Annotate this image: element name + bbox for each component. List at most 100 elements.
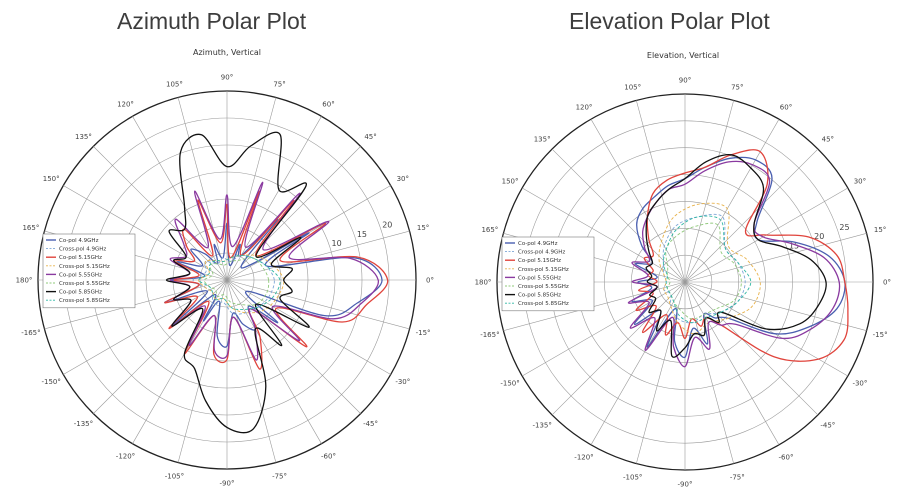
angle-tick-label: 75°: [731, 83, 743, 91]
legend-label: Cross-pol 5.15GHz: [518, 267, 569, 273]
grid-spoke: [226, 279, 322, 444]
grid-spoke: [522, 281, 686, 377]
grid-spoke: [226, 279, 410, 330]
grid-spoke: [684, 100, 734, 283]
legend-label: Co-pol 4.9GHz: [59, 238, 99, 244]
legend-label: Cross-pol 5.55GHz: [59, 281, 110, 287]
grid-spoke: [684, 233, 867, 283]
radial-tick-label: 20: [814, 232, 824, 241]
legend-label: Co-pol 5.55GHz: [59, 272, 102, 278]
grid-spoke: [522, 187, 686, 283]
legend-label: Co-pol 5.15GHz: [59, 255, 102, 261]
grid-spoke: [551, 281, 686, 416]
angle-tick-label: -75°: [272, 473, 287, 481]
angle-tick-label: 180°: [475, 279, 492, 287]
radial-tick-label: 15: [789, 241, 799, 250]
chart-legend: Co-pol 4.9GHz Cross-pol 4.9GHz Co-pol 5.15…: [42, 233, 136, 309]
azimuth-chart-title: Azimuth, Vertical: [193, 48, 261, 57]
angle-tick-label: -135°: [74, 420, 93, 428]
angle-tick-label: 45°: [822, 136, 834, 144]
angle-tick-label: 30°: [397, 175, 409, 183]
chart-legend: Co-pol 4.9GHz Cross-pol 4.9GHz Co-pol 5.15…: [501, 236, 595, 312]
angle-tick-label: 150°: [502, 178, 519, 186]
series-line: [627, 160, 841, 368]
angle-tick-label: 45°: [364, 133, 376, 141]
legend-box: [42, 233, 136, 309]
angle-tick-label: 30°: [854, 178, 866, 186]
series-line: [635, 149, 849, 362]
legend-label: Co-pol 5.15GHz: [518, 258, 561, 264]
grid-spoke: [177, 97, 228, 281]
radial-tick-label: 20: [382, 221, 392, 230]
angle-tick-label: 60°: [780, 104, 792, 112]
angle-tick-label: 165°: [481, 226, 498, 234]
angle-tick-label: -60°: [779, 453, 794, 461]
angle-tick-label: 135°: [75, 133, 92, 141]
angle-tick-label: 75°: [273, 80, 285, 88]
radial-tick-label: 25: [839, 223, 849, 232]
legend-label: Co-pol 4.9GHz: [518, 241, 558, 247]
angle-tick-label: -45°: [820, 421, 835, 429]
radial-tick-label: 15: [357, 230, 367, 239]
angle-tick-label: -135°: [532, 421, 551, 429]
series-line: [198, 254, 281, 311]
angle-tick-label: -150°: [42, 378, 61, 386]
grid-spoke: [551, 148, 686, 283]
series-line: [203, 257, 270, 306]
legend-box: [501, 236, 595, 312]
elevation-polar-chart: Elevation, Vertical 0° 15° 30° 45° 60° 75° 90°…: [475, 51, 891, 488]
angle-tick-label: 90°: [221, 74, 233, 82]
legend-label: Cross-pol 5.85GHz: [518, 301, 569, 307]
legend-label: Co-pol 5.85GHz: [59, 290, 102, 296]
angle-tick-label: 90°: [679, 77, 691, 85]
angle-tick-label: 150°: [43, 175, 60, 183]
angle-tick-label: 0°: [426, 277, 434, 285]
series-line: [662, 215, 752, 324]
angle-tick-label: 0°: [883, 279, 891, 287]
azimuth-panel-heading: Azimuth Polar Plot: [117, 8, 307, 34]
series-line: [658, 202, 761, 335]
grid-spoke: [590, 281, 686, 445]
grid-spoke: [636, 281, 686, 464]
angle-tick-label: 105°: [624, 83, 641, 91]
series-line: [165, 131, 310, 434]
series-line: [164, 190, 389, 370]
legend-label: Cross-pol 4.9GHz: [518, 250, 565, 256]
azimuth-polar-chart: Azimuth, Vertical 0° 15° 30° 45° 60° 75° 90° 10…: [16, 48, 434, 488]
elevation-panel-heading: Elevation Polar Plot: [569, 8, 770, 34]
angle-tick-label: -45°: [363, 420, 378, 428]
angle-tick-label: 105°: [166, 80, 183, 88]
angle-tick-label: -75°: [730, 474, 745, 482]
angle-tick-label: -105°: [165, 473, 184, 481]
series-line: [665, 222, 742, 320]
legend-label: Cross-pol 5.85GHz: [59, 298, 110, 304]
series-line: [192, 254, 275, 315]
grid-spoke: [44, 279, 228, 330]
angle-tick-label: -150°: [500, 380, 519, 388]
grid-spoke: [63, 185, 228, 281]
legend-label: Cross-pol 4.9GHz: [59, 247, 106, 253]
grid-spoke: [226, 279, 361, 414]
angle-tick-label: -165°: [480, 331, 499, 339]
grid-spoke: [226, 279, 277, 463]
grid-spoke: [684, 119, 780, 283]
angle-tick-label: 120°: [576, 104, 593, 112]
legend-label: Co-pol 5.85GHz: [518, 293, 561, 299]
radial-tick-label: 10: [331, 239, 341, 248]
angle-tick-label: 15°: [417, 224, 429, 232]
angle-tick-label: 135°: [534, 136, 551, 144]
angle-tick-label: -15°: [873, 331, 888, 339]
grid-spoke: [684, 281, 780, 445]
angle-tick-label: -120°: [574, 453, 593, 461]
legend-label: Cross-pol 5.55GHz: [518, 284, 569, 290]
angle-tick-label: 120°: [117, 101, 134, 109]
angle-tick-label: -120°: [116, 452, 135, 460]
grid-spoke: [132, 116, 228, 281]
grid-spoke: [590, 119, 686, 283]
angle-tick-label: -30°: [395, 378, 410, 386]
elevation-chart-title: Elevation, Vertical: [647, 51, 719, 60]
angle-tick-label: 165°: [22, 224, 39, 232]
angle-tick-label: -30°: [852, 380, 867, 388]
angle-tick-label: 15°: [874, 226, 886, 234]
series-line: [631, 156, 846, 359]
